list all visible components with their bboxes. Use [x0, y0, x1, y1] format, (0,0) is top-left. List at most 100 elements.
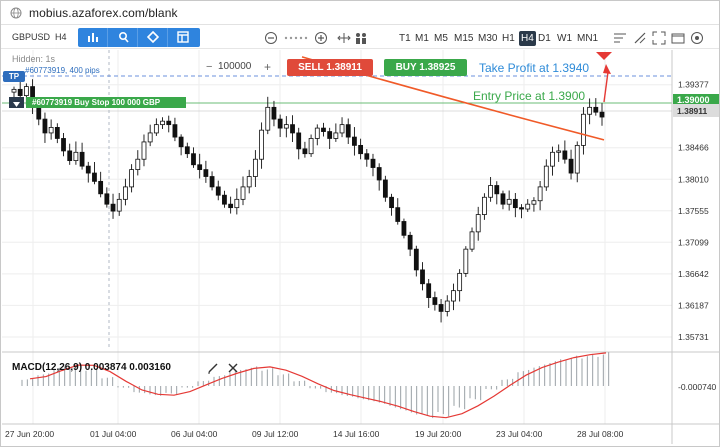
candle-body: [48, 127, 54, 134]
price-tick-label: 1.39377: [678, 80, 709, 90]
address-bar[interactable]: mobius.azaforex.com/blank: [1, 1, 719, 25]
hidden-label: Hidden: 1s: [12, 54, 56, 64]
url-text: mobius.azaforex.com/blank: [29, 6, 178, 20]
timeframe-mn1[interactable]: MN1: [577, 33, 599, 44]
new-window-icon[interactable]: [671, 31, 685, 45]
candle-body: [512, 198, 518, 209]
pending-order-label[interactable]: #60773919 Buy Stop 100 000 GBP: [26, 97, 186, 108]
sell-button[interactable]: SELL 1.38911: [287, 59, 373, 76]
candle-body: [568, 158, 574, 174]
candle-body: [259, 129, 264, 160]
tp-tag[interactable]: TP: [3, 71, 25, 82]
qty-minus-button[interactable]: −: [206, 61, 213, 73]
zoom-out-icon[interactable]: [264, 31, 278, 45]
macd-histogram: [21, 352, 610, 419]
chart-type-button[interactable]: [78, 28, 108, 47]
template-button[interactable]: [168, 28, 200, 47]
price-tick-label: 1.36187: [678, 300, 709, 310]
take-profit-annotation: Take Profit at 1.3940: [479, 61, 590, 75]
candlestick-series: [11, 78, 605, 323]
tool-group: [78, 28, 200, 47]
close-icon[interactable]: [227, 362, 239, 374]
template-icon: [177, 31, 189, 43]
price-tick-label: 1.38010: [678, 174, 709, 184]
candle-body: [283, 124, 289, 129]
candle-body: [98, 180, 104, 195]
pencil-icon[interactable]: [207, 362, 219, 374]
timeframe-m5[interactable]: M5: [434, 33, 448, 44]
candle-body: [519, 207, 524, 210]
timeframe-m1[interactable]: M1: [415, 33, 429, 44]
crosshair-icon[interactable]: [613, 31, 627, 45]
qty-plus-button[interactable]: +: [264, 60, 272, 74]
chart-type-icon: [88, 33, 98, 42]
candle-body: [209, 176, 215, 188]
target-arrow: [596, 52, 612, 103]
timeframe-w1[interactable]: W1: [557, 33, 572, 44]
entry-level-badge: [673, 94, 719, 106]
candle-body: [593, 106, 599, 113]
candle-body: [308, 138, 314, 155]
screenshot-icon[interactable]: [633, 31, 647, 45]
candle-body: [500, 193, 506, 205]
candle-body: [265, 106, 271, 131]
drawing-button[interactable]: [138, 28, 168, 47]
candle-body: [376, 167, 382, 181]
sell-label: SELL: [298, 62, 324, 73]
macd-axis-tick: -0.000740: [678, 382, 717, 392]
candle-body: [531, 200, 537, 205]
fullscreen-icon[interactable]: [652, 31, 666, 45]
drawing-icon: [147, 31, 159, 43]
auto-scroll-icon[interactable]: [337, 31, 351, 45]
compare-icon[interactable]: [354, 31, 368, 45]
timeframe-t1[interactable]: T1: [399, 33, 411, 44]
candle-body: [116, 198, 122, 212]
candle-body: [246, 176, 252, 188]
trade-quantity[interactable]: 100000: [218, 61, 252, 72]
timeframe-h1[interactable]: H1: [502, 33, 515, 44]
candle-body: [296, 132, 302, 150]
candle-body: [574, 144, 580, 174]
candle-body: [488, 185, 493, 198]
timeframe-current[interactable]: H4: [55, 32, 67, 42]
timeframe-m15[interactable]: M15: [454, 33, 474, 44]
candle-body: [345, 124, 351, 138]
candle-body: [42, 118, 48, 134]
candle-body: [358, 144, 364, 155]
symbol-label[interactable]: GBPUSD: [12, 32, 51, 42]
candle-body: [475, 214, 481, 233]
candle-body: [321, 127, 326, 132]
indicator-button[interactable]: [108, 28, 138, 47]
order-collapse-button[interactable]: [9, 97, 24, 108]
candle-body: [11, 88, 17, 93]
candle-body: [166, 120, 172, 126]
price-tick-label: 1.36642: [678, 269, 709, 279]
price-tick-label: 1.35731: [678, 332, 709, 342]
target-marker-icon: [596, 52, 612, 60]
time-tick-label: 01 Jul 04:00: [90, 429, 137, 439]
candle-body: [23, 86, 29, 96]
timeframe-d1[interactable]: D1: [538, 33, 551, 44]
timeframe-m30[interactable]: M30: [478, 33, 498, 44]
price-chart[interactable]: 1.39377 1.38466 1.38010 1.37555 1.37099 1.366…: [2, 50, 719, 447]
macd-signal-line: [29, 352, 607, 419]
timeframe-h4[interactable]: H4: [519, 31, 536, 46]
settings-icon[interactable]: [690, 31, 704, 45]
time-axis: 27 Jun 20:00 01 Jul 04:00 06 Jul 04:00 09 J…: [5, 429, 624, 439]
candle-body: [172, 124, 178, 138]
candle-body: [469, 231, 475, 250]
candle-body: [395, 207, 401, 222]
candle-body: [110, 203, 116, 212]
candle-body: [67, 150, 73, 162]
globe-icon: [10, 7, 22, 19]
time-tick-label: 27 Jun 20:00: [5, 429, 54, 439]
candle-body: [444, 300, 450, 312]
candle-body: [302, 148, 308, 155]
candle-body: [537, 186, 543, 202]
buy-button[interactable]: BUY 1.38925: [384, 59, 467, 76]
candle-body: [339, 124, 345, 134]
zoom-slider[interactable]: [283, 31, 313, 45]
zoom-in-icon[interactable]: [314, 31, 328, 45]
candle-body: [352, 136, 357, 146]
